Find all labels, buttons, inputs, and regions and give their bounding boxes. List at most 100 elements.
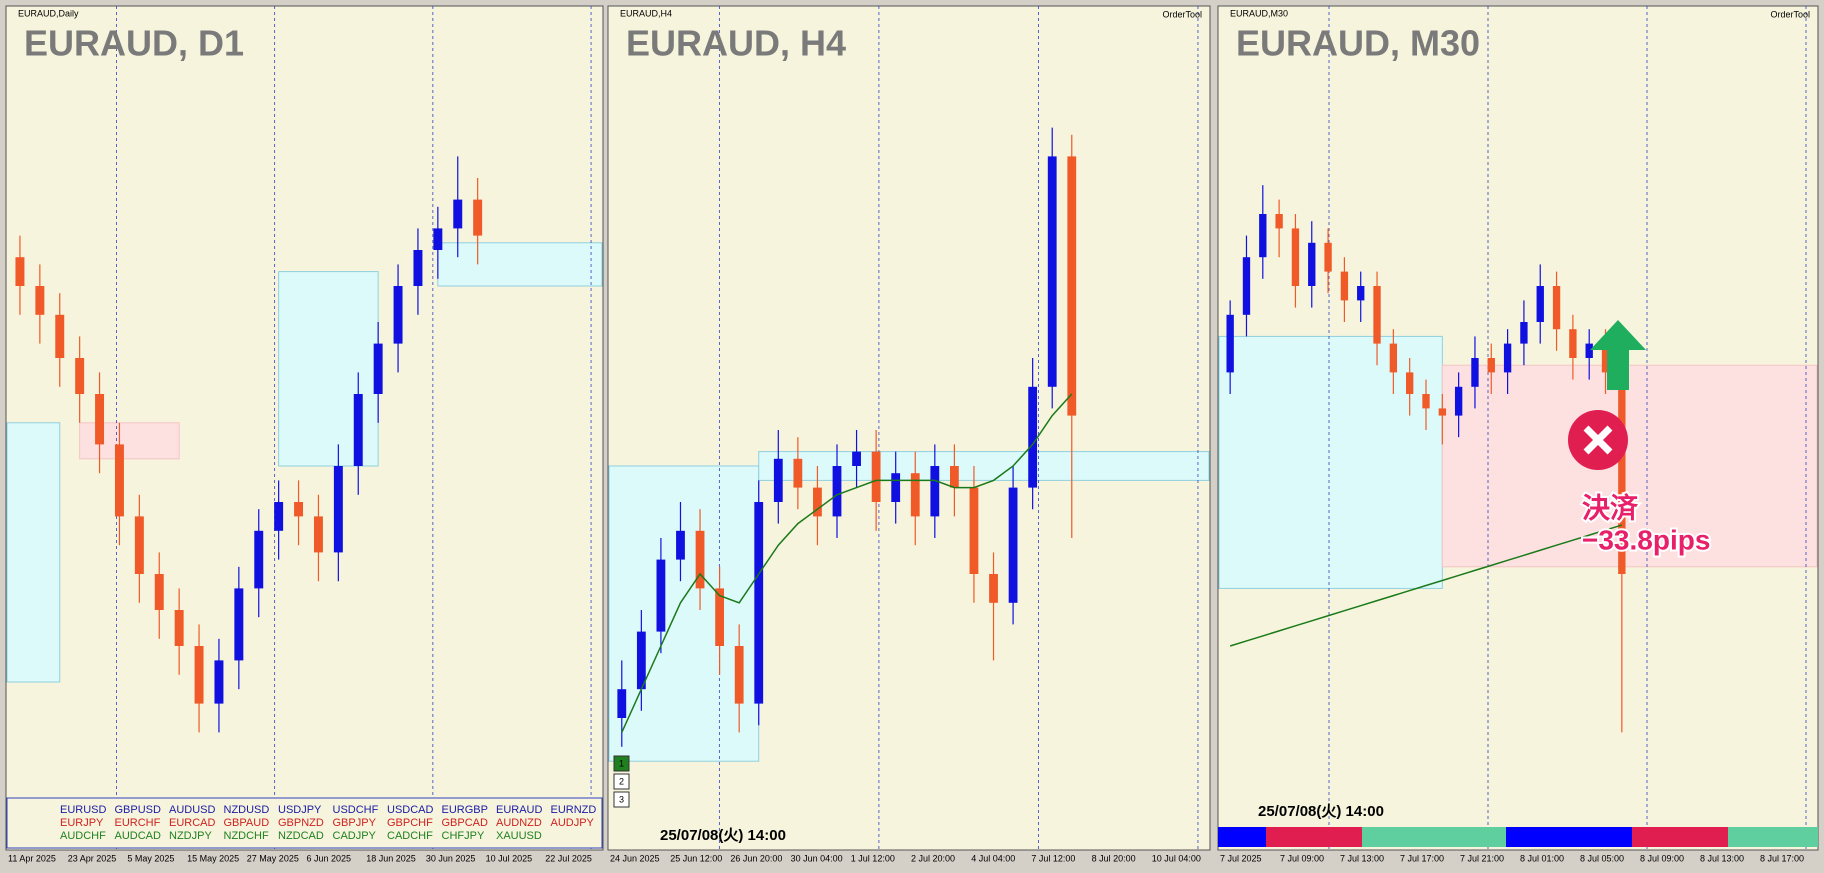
candle-body [734, 646, 744, 704]
symbol-panel [6, 797, 603, 849]
symbol-button[interactable]: EURJPY [60, 817, 104, 829]
symbol-button[interactable]: XAUUSD [496, 830, 542, 842]
candle-body [656, 559, 666, 632]
symbol-button[interactable]: GBPAUD [224, 817, 270, 829]
moving-average [1229, 524, 1623, 647]
session-bar [1506, 827, 1632, 847]
candle-body [852, 451, 861, 466]
x-axis-label: 7 Jul 09:00 [1280, 853, 1324, 863]
candle-body [1406, 372, 1414, 394]
symbol-button[interactable]: EURUSD [60, 804, 107, 816]
symbol-button[interactable]: NZDJPY [169, 830, 212, 842]
symbol-button[interactable]: EURCAD [169, 817, 216, 829]
symbol-button[interactable]: NZDCAD [278, 830, 324, 842]
candle-body [1357, 286, 1365, 301]
candle-body [1487, 358, 1495, 373]
x-axis-label: 8 Jul 05:00 [1580, 853, 1624, 863]
candle-body [989, 574, 998, 603]
candle-body [1422, 394, 1430, 409]
session-bar [1728, 827, 1818, 847]
zone [608, 465, 760, 762]
window-label: EURAUD,H4 [620, 8, 672, 18]
x-axis-label: 11 Apr 2025 [8, 853, 56, 863]
candle-body [413, 250, 423, 286]
annotation: 決済 [1582, 492, 1639, 523]
x-axis-label: 18 Jun 2025 [366, 853, 416, 863]
candle-body [55, 314, 65, 358]
x-axis-label: 26 Jun 20:00 [730, 853, 782, 863]
zone [1218, 335, 1443, 589]
x-axis-label: 6 Jun 2025 [307, 853, 352, 863]
candle-body [134, 516, 144, 574]
candle-body [234, 588, 244, 661]
symbol-button[interactable]: GBPUSD [115, 804, 162, 816]
zone [437, 242, 603, 287]
close-icon-x [1583, 425, 1613, 455]
x-axis-label: 10 Jul 2025 [486, 853, 533, 863]
candle-body [313, 516, 323, 553]
candle-body [1454, 386, 1463, 416]
symbol-button[interactable]: EURGBP [442, 804, 488, 816]
candle-body [1028, 386, 1038, 488]
candle-body [930, 466, 940, 517]
candle-body [695, 530, 705, 589]
candle-body [1389, 343, 1398, 373]
x-axis-label: 22 Jul 2025 [545, 853, 592, 863]
symbol-button[interactable]: USDCHF [333, 804, 379, 816]
zone [6, 422, 61, 683]
symbol-button[interactable]: GBPCAD [442, 817, 489, 829]
symbol-button[interactable]: EURNZD [551, 804, 597, 816]
symbol-button[interactable]: CADCHF [387, 830, 433, 842]
symbol-button[interactable]: USDCAD [387, 804, 434, 816]
symbol-button[interactable]: GBPJPY [333, 817, 377, 829]
candle-body [1618, 372, 1626, 574]
tab-button[interactable] [613, 791, 630, 808]
window-label: EURAUD,Daily [18, 8, 79, 18]
candle-body [333, 466, 343, 553]
session-bar [1632, 827, 1728, 847]
candle-body [1471, 358, 1479, 387]
candle-body [433, 228, 443, 250]
symbol-button[interactable]: AUDUSD [169, 804, 216, 816]
candle-body [1520, 322, 1528, 344]
candle-body [1008, 487, 1018, 603]
symbol-button[interactable]: NZDUSD [224, 804, 270, 816]
symbol-button[interactable]: GBPNZD [278, 817, 324, 829]
tab-button[interactable] [613, 755, 630, 772]
candle-body [1259, 214, 1267, 258]
moving-average [621, 393, 1073, 733]
symbol-button[interactable]: GBPCHF [387, 817, 433, 829]
symbol-button[interactable]: EURAUD [496, 804, 543, 816]
symbol-button[interactable]: EURCHF [115, 817, 161, 829]
candle-body [1373, 286, 1381, 344]
candle-body [871, 451, 881, 502]
candle-body [373, 343, 383, 394]
symbol-button[interactable]: NZDCHF [224, 830, 269, 842]
x-axis-label: 7 Jul 13:00 [1340, 853, 1384, 863]
x-axis-label: 2 Jul 20:00 [911, 853, 955, 863]
tab-button[interactable] [613, 773, 630, 790]
candle-body [793, 458, 803, 488]
session-bar [1362, 827, 1506, 847]
candle-body [910, 473, 920, 517]
symbol-button[interactable]: AUDCHF [60, 830, 106, 842]
chart-title: EURAUD, M30 [1236, 23, 1480, 64]
candle-body [1585, 343, 1593, 358]
candle-body [1601, 343, 1610, 373]
tab-button-label: 3 [619, 794, 624, 804]
symbol-button[interactable]: USDJPY [278, 804, 322, 816]
candle-body [715, 588, 725, 646]
annotation: −33.8pips [1582, 524, 1710, 555]
symbol-button[interactable]: CADJPY [333, 830, 377, 842]
candle-body [154, 574, 164, 610]
symbol-button[interactable]: AUDNZD [496, 817, 542, 829]
tab-button-label: 2 [619, 776, 624, 786]
x-axis-label: 30 Jun 04:00 [791, 853, 843, 863]
candle-body [1047, 156, 1057, 387]
candle-body [393, 286, 403, 344]
symbol-button[interactable]: CHFJPY [442, 830, 485, 842]
symbol-button[interactable]: AUDCAD [115, 830, 162, 842]
symbol-button[interactable]: AUDJPY [551, 817, 595, 829]
